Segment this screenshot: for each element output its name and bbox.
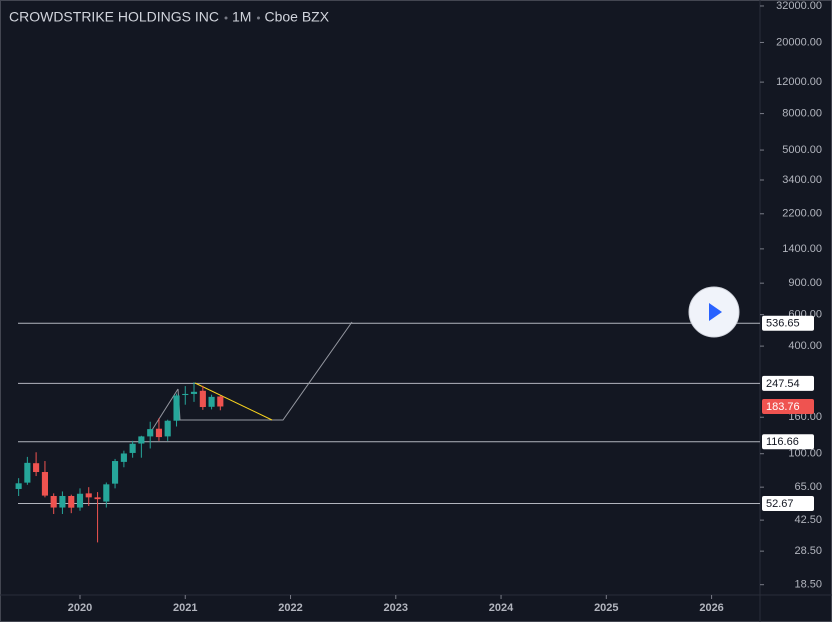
wedge-line: [194, 382, 273, 421]
y-tick-label: 8000.00: [782, 107, 822, 119]
level-label: 116.66: [766, 436, 799, 448]
symbol-name: CROWDSTRIKE HOLDINGS INC: [9, 9, 219, 25]
play-button[interactable]: [688, 286, 740, 338]
last-price-label: 183.76: [766, 401, 800, 413]
interval: 1M: [232, 9, 251, 25]
candle-body: [33, 463, 40, 473]
candle-body: [217, 396, 224, 407]
y-tick-label: 42.50: [794, 514, 822, 526]
y-tick-label: 65.00: [794, 481, 822, 493]
candle-body: [103, 484, 110, 502]
candle-body: [94, 497, 101, 500]
y-tick-label: 100.00: [788, 448, 822, 460]
candle-body: [173, 395, 180, 421]
candle-body: [59, 495, 66, 508]
chart-title: CROWDSTRIKE HOLDINGS INC 1M Cboe BZX: [9, 9, 330, 25]
candle-body: [182, 393, 189, 396]
y-tick-label: 18.50: [794, 579, 822, 591]
candle-body: [85, 493, 92, 498]
last-price-box: [762, 398, 814, 414]
level-label-box: [762, 375, 814, 391]
candle-body: [208, 396, 215, 407]
x-tick-label: 2026: [699, 602, 723, 614]
x-tick-label: 2020: [68, 602, 92, 614]
x-tick-label: 2022: [278, 602, 302, 614]
level-label-box: [762, 495, 814, 511]
y-tick-label: 12000.00: [776, 76, 822, 88]
y-tick-label: 900.00: [788, 277, 822, 289]
y-tick-label: 2200.00: [782, 208, 822, 220]
x-tick-label: 2024: [489, 602, 514, 614]
level-label-box: [762, 315, 814, 331]
candle-body: [50, 495, 57, 508]
y-tick-label: 5000.00: [782, 144, 822, 156]
play-icon[interactable]: [709, 303, 722, 321]
candle-body: [155, 428, 163, 438]
candle-body: [68, 495, 75, 508]
candle-body: [111, 461, 119, 484]
y-tick-label: 400.00: [788, 340, 822, 352]
level-label: 52.67: [766, 498, 794, 510]
x-tick-label: 2023: [384, 602, 408, 614]
candle-body: [190, 391, 198, 394]
level-label: 247.54: [766, 378, 800, 390]
separator: [256, 16, 260, 20]
y-tick-label: 32000.00: [776, 0, 822, 12]
candle-body: [147, 429, 154, 437]
exchange: Cboe BZX: [264, 9, 329, 25]
separator: [224, 16, 228, 20]
candle-body: [120, 453, 127, 462]
y-tick-label: 1400.00: [782, 243, 822, 255]
candle-body: [15, 483, 22, 489]
candle-body: [76, 493, 84, 508]
x-tick-label: 2021: [173, 602, 197, 614]
x-tick-label: 2025: [594, 602, 618, 614]
level-label-box: [762, 434, 814, 450]
candle-body: [24, 462, 31, 483]
candle-body: [41, 472, 49, 496]
candle-body: [199, 390, 206, 408]
candle-body: [164, 420, 171, 437]
y-tick-label: 20000.00: [776, 36, 822, 48]
y-tick-label: 160.00: [788, 411, 822, 423]
candle-body: [129, 443, 136, 453]
y-tick-label: 28.50: [794, 545, 822, 557]
level-label: 536.65: [766, 318, 800, 330]
y-tick-label: 3400.00: [782, 174, 822, 186]
candle-body: [138, 436, 145, 444]
